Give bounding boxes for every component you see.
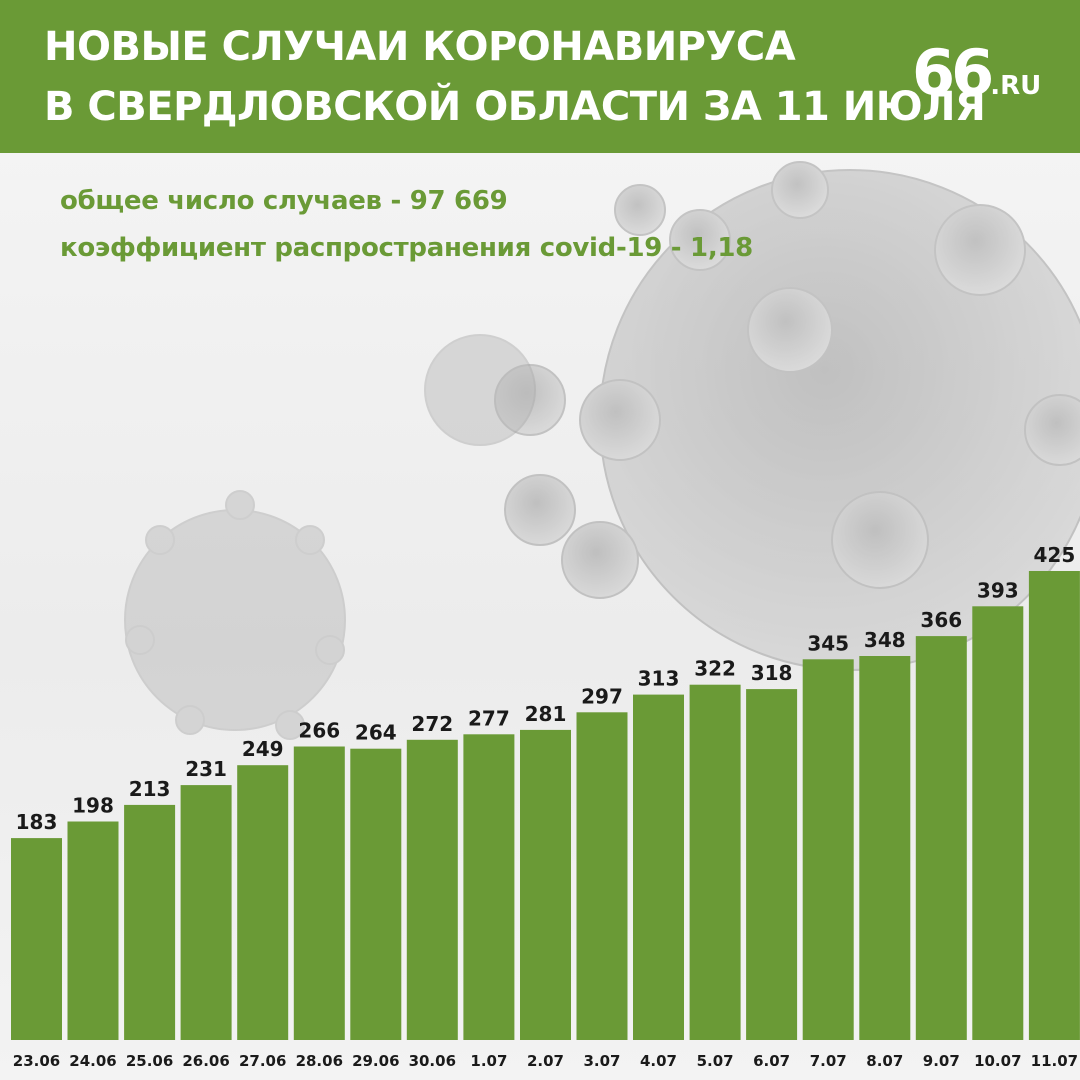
x-tick-label-2.07: 2.07 xyxy=(527,1052,564,1070)
bar-2.07 xyxy=(520,729,571,1040)
value-label-28.06: 266 xyxy=(298,719,340,743)
bar-4.07 xyxy=(633,694,684,1040)
value-label-30.06: 272 xyxy=(411,712,453,736)
x-tick-label-27.06: 27.06 xyxy=(239,1052,286,1070)
x-tick-label-5.07: 5.07 xyxy=(697,1052,734,1070)
x-tick-label-10.07: 10.07 xyxy=(974,1052,1021,1070)
x-tick-label-9.07: 9.07 xyxy=(923,1052,960,1070)
value-label-4.07: 313 xyxy=(638,667,680,691)
value-label-5.07: 322 xyxy=(694,657,736,681)
x-tick-label-8.07: 8.07 xyxy=(866,1052,903,1070)
logo-number: 66 xyxy=(912,36,994,109)
x-tick-label-4.07: 4.07 xyxy=(640,1052,677,1070)
x-tick-label-11.07: 11.07 xyxy=(1031,1052,1078,1070)
x-tick-label-23.06: 23.06 xyxy=(13,1052,60,1070)
value-label-29.06: 264 xyxy=(355,721,397,745)
value-label-11.07: 425 xyxy=(1034,543,1076,567)
page-title-line-1: НОВЫЕ СЛУЧАИ КОРОНАВИРУСА xyxy=(44,24,796,70)
logo-suffix: .RU xyxy=(990,71,1042,101)
value-label-23.06: 183 xyxy=(16,810,58,834)
value-label-3.07: 297 xyxy=(581,684,623,708)
bar-11.07 xyxy=(1028,571,1080,1040)
value-label-26.06: 231 xyxy=(185,757,227,781)
value-label-2.07: 281 xyxy=(525,702,567,726)
header-banner: НОВЫЕ СЛУЧАИ КОРОНАВИРУСА В СВЕРДЛОВСКОЙ… xyxy=(0,0,1080,153)
bar-9.07 xyxy=(915,636,967,1040)
x-tick-label-24.06: 24.06 xyxy=(69,1052,116,1070)
x-tick-label-3.07: 3.07 xyxy=(583,1052,620,1070)
value-label-27.06: 249 xyxy=(242,737,284,761)
x-tick-label-29.06: 29.06 xyxy=(352,1052,399,1070)
x-tick-label-25.06: 25.06 xyxy=(126,1052,173,1070)
value-label-24.06: 198 xyxy=(72,794,114,818)
bar-1.07 xyxy=(463,734,515,1040)
x-tick-label-6.07: 6.07 xyxy=(753,1052,790,1070)
total-cases-text: общее число случаев - 97 669 xyxy=(60,186,508,216)
bar-28.06 xyxy=(293,746,345,1040)
page-title-line-2: В СВЕРДЛОВСКОЙ ОБЛАСТИ ЗА 11 ИЮЛЯ xyxy=(44,84,986,130)
value-label-8.07: 348 xyxy=(864,628,906,652)
x-tick-label-1.07: 1.07 xyxy=(470,1052,507,1070)
bar-29.06 xyxy=(350,748,402,1040)
bar-8.07 xyxy=(859,656,911,1040)
bar-24.06 xyxy=(67,821,119,1040)
x-tick-label-7.07: 7.07 xyxy=(810,1052,847,1070)
value-label-6.07: 318 xyxy=(751,661,793,685)
x-tick-label-30.06: 30.06 xyxy=(409,1052,456,1070)
x-tick-label-26.06: 26.06 xyxy=(182,1052,229,1070)
bar-27.06 xyxy=(237,765,289,1040)
x-tick-label-28.06: 28.06 xyxy=(296,1052,343,1070)
bar-6.07 xyxy=(746,689,798,1040)
spread-ratio-text: коэффициент распространения covid-19 - 1… xyxy=(60,233,753,263)
value-label-9.07: 366 xyxy=(920,608,962,632)
brand-logo: 66.RU xyxy=(912,36,1041,109)
bar-5.07 xyxy=(689,684,741,1040)
value-label-25.06: 213 xyxy=(129,777,171,801)
bar-23.06 xyxy=(11,838,62,1040)
bar-26.06 xyxy=(180,785,232,1040)
bar-3.07 xyxy=(576,712,628,1040)
summary-stats: общее число случаев - 97 669 коэффициент… xyxy=(60,186,753,263)
value-label-1.07: 277 xyxy=(468,706,510,730)
value-label-7.07: 345 xyxy=(807,631,849,655)
bar-25.06 xyxy=(124,804,176,1040)
value-label-10.07: 393 xyxy=(977,578,1019,602)
bar-10.07 xyxy=(972,606,1024,1040)
bar-30.06 xyxy=(406,739,458,1040)
bar-7.07 xyxy=(802,659,854,1040)
